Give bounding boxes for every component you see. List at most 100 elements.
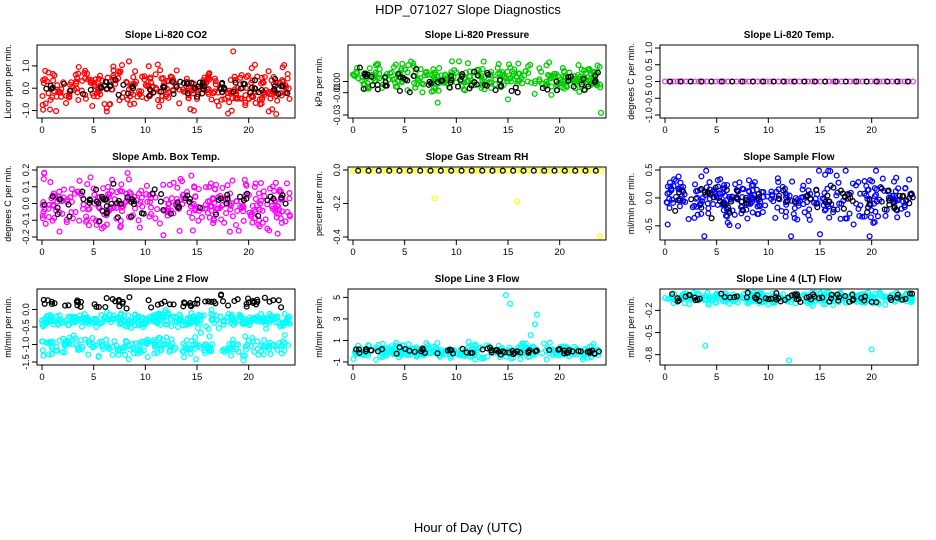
data-point xyxy=(859,213,866,220)
reference-point xyxy=(174,199,181,206)
reference-point xyxy=(830,184,837,191)
data-point xyxy=(126,318,133,325)
data-point xyxy=(217,204,224,211)
x-tick-label: 5 xyxy=(91,372,96,383)
data-point xyxy=(736,294,744,301)
y-tick-label: -0.8 xyxy=(644,347,654,363)
reference-point xyxy=(184,192,191,199)
reference-point xyxy=(677,78,684,85)
reference-point xyxy=(906,200,913,207)
data-point xyxy=(719,190,726,197)
data-point xyxy=(205,325,212,332)
data-point xyxy=(131,100,138,107)
data-series xyxy=(38,291,293,364)
data-point xyxy=(283,89,290,96)
data-point xyxy=(94,93,101,100)
reference-point xyxy=(824,192,831,199)
reference-point xyxy=(252,85,259,92)
data-point xyxy=(805,177,812,185)
reference-point xyxy=(532,348,539,355)
outlier-point xyxy=(515,60,522,67)
data-point xyxy=(53,343,60,350)
reference-point xyxy=(213,211,220,218)
data-point xyxy=(376,70,383,78)
x-tick-label: 5 xyxy=(714,247,719,258)
data-point xyxy=(272,179,279,186)
data-point xyxy=(113,189,121,196)
data-point xyxy=(576,88,583,95)
outlier-point xyxy=(251,61,258,68)
reference-point xyxy=(65,302,72,309)
data-point xyxy=(136,224,143,231)
data-point xyxy=(61,349,68,356)
y-tick-label: -0.5 xyxy=(644,325,654,341)
data-point xyxy=(269,183,276,190)
reference-point xyxy=(244,295,252,302)
data-point xyxy=(661,294,669,302)
reference-point xyxy=(184,90,191,97)
data-point xyxy=(252,195,259,202)
data-point xyxy=(261,91,268,98)
data-point xyxy=(127,89,135,96)
panel-title: Slope Amb. Box Temp. xyxy=(112,152,220,163)
y-tick-label: 0.0 xyxy=(644,192,654,205)
data-point xyxy=(261,73,268,81)
outlier-point xyxy=(827,168,834,175)
reference-point xyxy=(444,347,451,354)
panel-7: Slope Line 2 Flow ml/min per min. 0 5 10 15 20… xyxy=(3,274,296,383)
data-point xyxy=(716,190,723,197)
data-point xyxy=(104,191,112,198)
data-point xyxy=(666,204,673,212)
reference-point xyxy=(243,303,250,310)
data-point xyxy=(136,339,143,346)
reference-point xyxy=(591,79,598,86)
outlier-point xyxy=(434,99,441,106)
reference-point xyxy=(180,80,187,87)
data-point xyxy=(882,212,889,219)
reference-point xyxy=(834,291,841,298)
reference-point xyxy=(218,291,225,298)
reference-point xyxy=(406,347,413,354)
reference-point xyxy=(687,78,694,85)
reference-point xyxy=(194,93,201,100)
data-point xyxy=(260,351,267,358)
reference-point xyxy=(561,167,568,174)
data-series xyxy=(349,58,605,116)
reference-point xyxy=(169,78,176,85)
reference-point xyxy=(688,196,695,203)
reference-point xyxy=(208,298,215,305)
data-point xyxy=(857,190,864,197)
reference-point xyxy=(278,194,285,201)
data-point xyxy=(186,209,193,216)
data-point xyxy=(448,58,456,65)
reference-point xyxy=(815,295,823,302)
reference-point xyxy=(166,301,173,308)
data-point xyxy=(799,186,806,193)
data-point xyxy=(227,352,235,359)
data-point xyxy=(125,356,132,363)
x-tick-label: 5 xyxy=(714,372,719,383)
data-point xyxy=(203,341,210,348)
y-tick-label: -1.0 xyxy=(644,107,654,123)
data-point xyxy=(40,175,47,183)
data-point xyxy=(284,75,291,82)
data-point xyxy=(890,178,898,185)
panel-title: Slope Line 2 Flow xyxy=(124,274,209,285)
data-point xyxy=(152,341,159,348)
reference-point xyxy=(676,189,683,196)
reference-point xyxy=(906,290,913,297)
reference-point xyxy=(694,296,701,303)
data-point xyxy=(144,354,151,361)
reference-point xyxy=(698,185,705,192)
data-point xyxy=(138,187,145,194)
data-point xyxy=(104,183,111,190)
data-point xyxy=(256,96,263,103)
data-point xyxy=(147,74,154,81)
data-point xyxy=(455,58,463,65)
reference-point xyxy=(251,77,259,84)
reference-point xyxy=(114,214,121,221)
reference-point xyxy=(760,78,767,85)
x-tick-label: 20 xyxy=(866,247,877,258)
x-tick-label: 5 xyxy=(91,247,96,258)
